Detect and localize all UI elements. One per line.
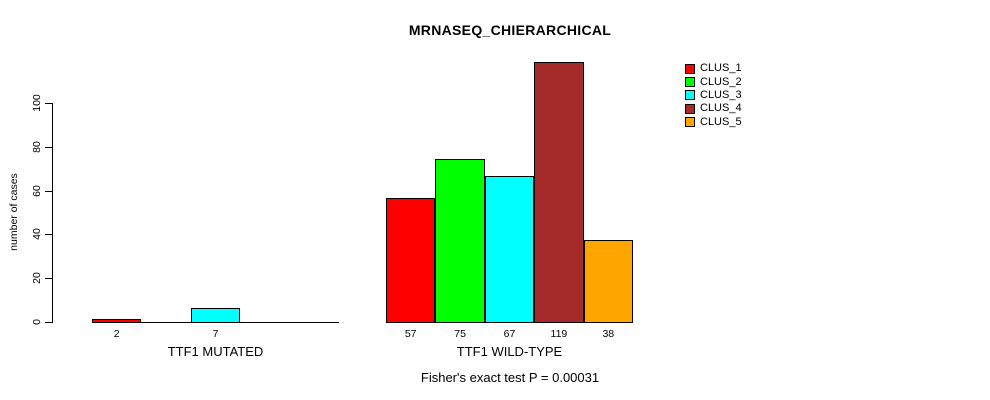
- legend-swatch-icon: [685, 103, 695, 114]
- legend-item-clus_3: CLUS_3: [685, 89, 742, 102]
- y-tick-mark: [45, 103, 52, 104]
- bar-clus_1: [92, 318, 142, 323]
- y-axis-line: [52, 103, 53, 323]
- bar-value-label: 67: [503, 328, 516, 340]
- legend-item-clus_4: CLUS_4: [685, 102, 742, 115]
- y-tick-label: 40: [31, 228, 43, 241]
- bar-value-label: 7: [212, 328, 219, 340]
- bar-clus_5: [583, 239, 633, 323]
- bar-clus_4: [534, 62, 584, 323]
- y-tick-mark: [45, 234, 52, 236]
- legend-label: CLUS_5: [700, 115, 742, 128]
- legend-label: CLUS_3: [700, 88, 742, 101]
- y-tick-mark: [45, 322, 52, 323]
- legend-swatch-icon: [685, 90, 695, 101]
- chart-title: MRNASEQ_CHIERARCHICAL: [408, 22, 612, 38]
- legend-item-clus_5: CLUS_5: [685, 116, 742, 129]
- bar-clus_2: [435, 158, 485, 323]
- legend: CLUS_1 CLUS_2 CLUS_3 CLUS_4 CLUS_5: [685, 62, 742, 129]
- y-tick-label: 80: [31, 140, 43, 153]
- legend-label: CLUS_2: [700, 75, 742, 88]
- bar-value-label: 119: [550, 328, 568, 340]
- y-axis-title: number of cases: [8, 173, 20, 251]
- legend-swatch-icon: [685, 77, 695, 88]
- bar-value-label: 2: [113, 328, 120, 340]
- legend-label: CLUS_4: [700, 102, 742, 115]
- y-tick-mark: [45, 190, 52, 192]
- legend-swatch-icon: [685, 63, 695, 74]
- y-tick-mark: [45, 146, 52, 148]
- y-tick-label: 60: [31, 184, 43, 197]
- y-tick-label: 100: [31, 94, 43, 112]
- bar-clus_3: [484, 176, 535, 323]
- legend-label: CLUS_1: [700, 62, 742, 75]
- legend-item-clus_2: CLUS_2: [685, 75, 742, 88]
- bar-clus_3: [190, 307, 241, 323]
- bar-value-label: 57: [404, 328, 417, 340]
- y-tick-mark: [45, 278, 52, 280]
- group-label-wildtype: TTF1 WILD-TYPE: [456, 344, 563, 359]
- bar-value-label: 38: [602, 328, 615, 340]
- bar-clus_1: [386, 198, 436, 323]
- legend-swatch-icon: [685, 117, 695, 128]
- group-label-mutated: TTF1 MUTATED: [167, 344, 264, 359]
- fisher-test-annotation: Fisher's exact test P = 0.00031: [420, 370, 600, 385]
- legend-item-clus_1: CLUS_1: [685, 62, 742, 75]
- y-tick-label: 20: [31, 272, 43, 285]
- y-tick-label: 0: [31, 319, 43, 325]
- bar-value-label: 75: [454, 328, 466, 340]
